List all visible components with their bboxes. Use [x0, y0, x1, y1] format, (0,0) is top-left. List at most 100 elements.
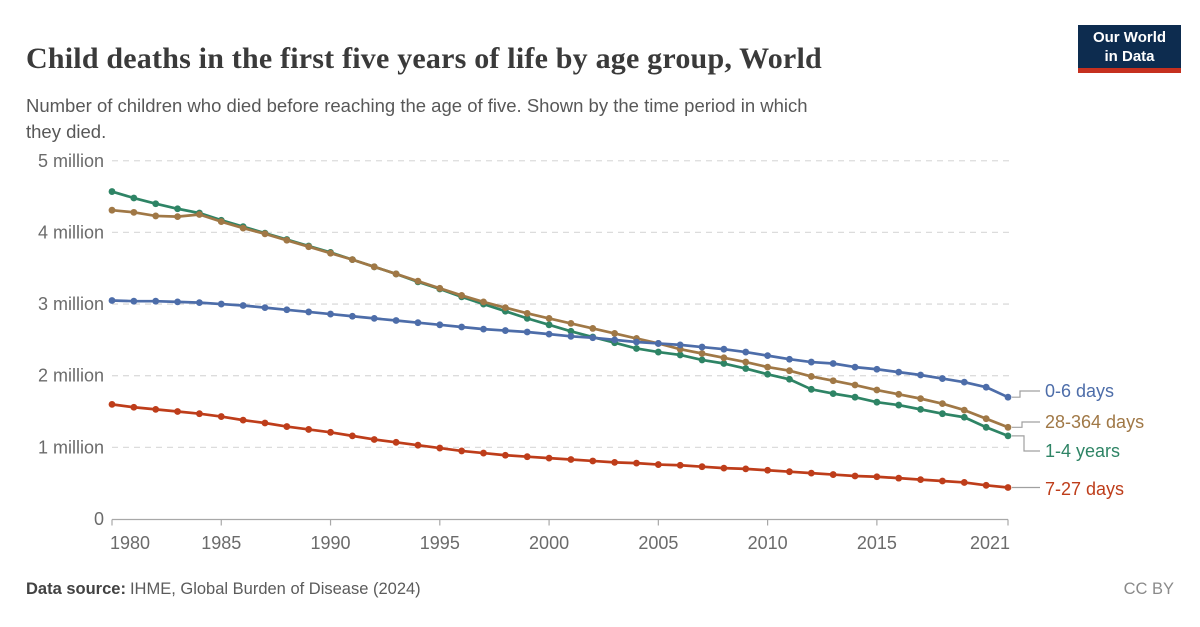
data-point-7-27 days[interactable]	[545, 454, 553, 462]
data-point-0-6 days[interactable]	[720, 345, 728, 353]
data-point-28-364 days[interactable]	[895, 390, 903, 398]
data-point-0-6 days[interactable]	[370, 314, 378, 322]
data-point-1-4 years[interactable]	[152, 200, 160, 208]
data-point-1-4 years[interactable]	[523, 314, 531, 322]
data-point-7-27 days[interactable]	[960, 479, 968, 486]
data-point-0-6 days[interactable]	[283, 306, 291, 314]
data-point-28-364 days[interactable]	[152, 212, 160, 220]
data-point-0-6 days[interactable]	[873, 365, 881, 373]
data-point-28-364 days[interactable]	[720, 354, 728, 362]
data-point-0-6 days[interactable]	[939, 375, 946, 382]
data-point-7-27 days[interactable]	[392, 438, 400, 446]
data-point-0-6 days[interactable]	[633, 338, 640, 346]
data-point-28-364 days[interactable]	[480, 298, 487, 306]
data-point-7-27 days[interactable]	[611, 458, 619, 466]
data-point-7-27 days[interactable]	[633, 459, 640, 467]
data-point-28-364 days[interactable]	[108, 206, 116, 214]
data-point-28-364 days[interactable]	[851, 381, 859, 389]
data-point-0-6 days[interactable]	[982, 383, 990, 391]
data-point-28-364 days[interactable]	[414, 277, 422, 285]
legend-label-7-27-days[interactable]: 7-27 days	[1045, 478, 1125, 499]
data-point-1-4 years[interactable]	[829, 390, 837, 398]
data-point-28-364 days[interactable]	[939, 400, 946, 408]
data-point-28-364 days[interactable]	[742, 358, 750, 366]
data-point-28-364 days[interactable]	[807, 373, 815, 380]
data-point-0-6 days[interactable]	[130, 297, 138, 305]
data-point-1-4 years[interactable]	[807, 385, 815, 393]
data-point-1-4 years[interactable]	[851, 393, 859, 401]
data-point-1-4 years[interactable]	[633, 345, 640, 352]
data-point-0-6 days[interactable]	[480, 325, 487, 333]
data-point-1-4 years[interactable]	[742, 365, 750, 372]
data-point-1-4 years[interactable]	[676, 351, 684, 359]
data-point-7-27 days[interactable]	[851, 472, 859, 480]
data-point-28-364 days[interactable]	[217, 218, 225, 226]
data-point-0-6 days[interactable]	[895, 368, 903, 376]
data-point-7-27 days[interactable]	[895, 474, 903, 482]
data-point-7-27 days[interactable]	[742, 465, 750, 473]
data-point-1-4 years[interactable]	[108, 188, 116, 195]
data-point-0-6 days[interactable]	[589, 334, 597, 342]
data-point-1-4 years[interactable]	[698, 356, 706, 364]
data-point-7-27 days[interactable]	[589, 457, 597, 465]
data-point-28-364 days[interactable]	[982, 415, 990, 423]
data-point-7-27 days[interactable]	[196, 410, 203, 418]
data-point-7-27 days[interactable]	[261, 419, 269, 427]
data-point-0-6 days[interactable]	[458, 323, 466, 331]
data-point-28-364 days[interactable]	[370, 263, 378, 271]
data-point-1-4 years[interactable]	[939, 410, 946, 418]
data-point-28-364 days[interactable]	[283, 236, 291, 244]
data-point-7-27 days[interactable]	[676, 461, 684, 469]
data-point-0-6 days[interactable]	[348, 312, 356, 320]
data-point-1-4 years[interactable]	[960, 413, 968, 421]
data-point-1-4 years[interactable]	[895, 401, 903, 409]
data-point-28-364 days[interactable]	[436, 284, 444, 292]
data-point-7-27 days[interactable]	[764, 466, 772, 474]
data-point-28-364 days[interactable]	[501, 304, 509, 312]
data-point-7-27 days[interactable]	[873, 473, 881, 481]
data-point-28-364 days[interactable]	[348, 256, 356, 264]
data-point-28-364 days[interactable]	[130, 208, 138, 216]
data-point-1-4 years[interactable]	[917, 405, 924, 413]
data-point-0-6 days[interactable]	[611, 336, 619, 344]
data-point-28-364 days[interactable]	[873, 386, 881, 394]
data-point-0-6 days[interactable]	[305, 308, 313, 316]
data-point-7-27 days[interactable]	[327, 428, 334, 436]
data-point-0-6 days[interactable]	[174, 298, 181, 306]
data-point-0-6 days[interactable]	[501, 327, 509, 334]
legend-label-0-6-days[interactable]: 0-6 days	[1045, 381, 1115, 401]
series-line-7-27 days[interactable]	[110, 403, 1010, 489]
data-point-7-27 days[interactable]	[436, 444, 444, 452]
data-point-0-6 days[interactable]	[742, 348, 750, 356]
data-point-7-27 days[interactable]	[152, 405, 160, 413]
data-point-0-6 days[interactable]	[786, 355, 793, 363]
data-point-7-27 days[interactable]	[414, 441, 422, 449]
data-point-7-27 days[interactable]	[786, 468, 793, 476]
data-point-28-364 days[interactable]	[305, 243, 313, 251]
data-point-1-4 years[interactable]	[786, 375, 793, 383]
data-point-28-364 days[interactable]	[611, 330, 619, 337]
data-point-0-6 days[interactable]	[261, 304, 269, 312]
data-point-7-27 days[interactable]	[501, 451, 509, 459]
data-point-0-6 days[interactable]	[851, 363, 859, 371]
data-point-7-27 days[interactable]	[480, 449, 487, 457]
data-point-28-364 days[interactable]	[1004, 423, 1012, 431]
data-point-0-6 days[interactable]	[698, 343, 706, 351]
data-point-28-364 days[interactable]	[960, 406, 968, 414]
data-point-0-6 days[interactable]	[217, 300, 225, 308]
data-point-0-6 days[interactable]	[764, 352, 772, 360]
data-point-28-364 days[interactable]	[589, 325, 597, 332]
data-point-28-364 days[interactable]	[196, 211, 203, 218]
data-point-0-6 days[interactable]	[1004, 393, 1012, 401]
data-point-7-27 days[interactable]	[720, 464, 728, 472]
data-point-28-364 days[interactable]	[261, 230, 269, 238]
data-point-28-364 days[interactable]	[327, 249, 334, 257]
data-point-7-27 days[interactable]	[174, 408, 181, 415]
data-point-28-364 days[interactable]	[764, 363, 772, 371]
data-point-28-364 days[interactable]	[545, 314, 553, 322]
data-point-0-6 days[interactable]	[436, 321, 444, 329]
legend-label-28-364-days[interactable]: 28-364 days	[1045, 412, 1145, 432]
data-point-7-27 days[interactable]	[283, 423, 291, 430]
data-point-1-4 years[interactable]	[545, 321, 553, 329]
owid-logo[interactable]: Our World in Data	[1078, 25, 1181, 68]
